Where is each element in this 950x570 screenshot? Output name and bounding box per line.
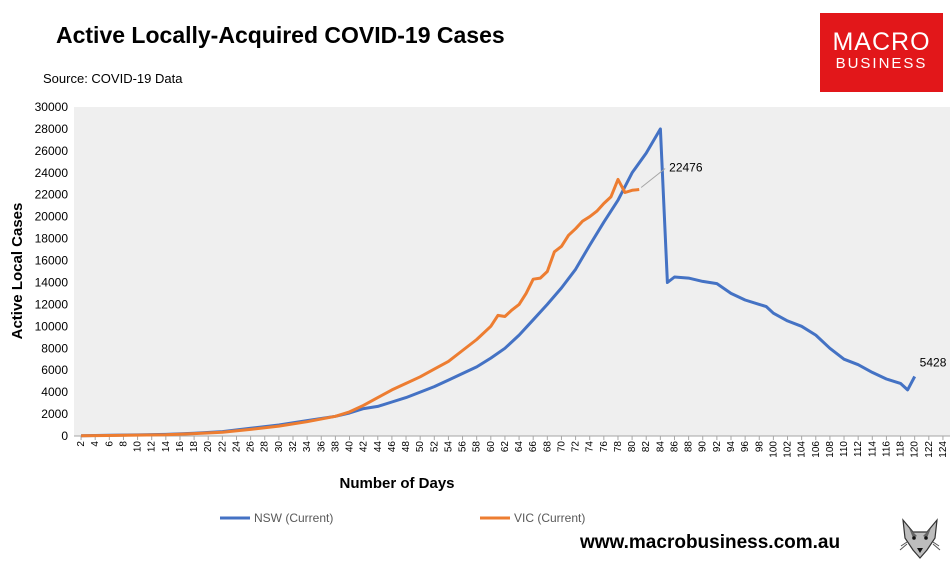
x-tick-label: 56	[458, 441, 469, 453]
y-tick-label: 8000	[41, 341, 68, 355]
y-tick-label: 30000	[35, 100, 69, 114]
series-line-vic	[81, 177, 640, 438]
x-tick-label: 68	[542, 441, 553, 453]
x-tick-label: 82	[641, 441, 652, 453]
x-tick-label: 22	[217, 441, 228, 453]
y-tick-label: 4000	[41, 385, 68, 399]
legend-label-vic: VIC (Current)	[514, 511, 585, 525]
x-tick-label: 94	[726, 441, 737, 453]
x-tick-label: 4	[90, 441, 101, 447]
logo-line2: BUSINESS	[835, 55, 928, 72]
chart-title: Active Locally-Acquired COVID-19 Cases	[56, 22, 505, 48]
y-tick-label: 20000	[35, 210, 69, 224]
x-tick-label: 90	[698, 441, 709, 453]
x-tick-label: 78	[613, 441, 624, 453]
x-tick-label: 112	[853, 441, 864, 457]
logo-line1: MACRO	[832, 28, 931, 56]
y-tick-label: 24000	[35, 166, 69, 180]
x-tick-label: 66	[528, 441, 539, 453]
x-tick-label: 26	[246, 441, 257, 453]
x-tick-label: 42	[359, 441, 370, 453]
website-url[interactable]: www.macrobusiness.com.au	[580, 532, 841, 553]
vic-end-label: 22476	[669, 161, 703, 175]
x-tick-label: 12	[147, 441, 158, 453]
x-tick-label: 84	[655, 441, 666, 453]
nsw-end-label: 5428	[920, 355, 947, 369]
y-tick-label: 14000	[35, 275, 69, 289]
x-tick-label: 102	[783, 441, 794, 458]
x-tick-label: 16	[175, 441, 186, 453]
y-tick-label: 18000	[35, 232, 69, 246]
y-tick-label: 6000	[41, 363, 68, 377]
x-tick-label: 80	[627, 441, 638, 453]
vic-label-leader	[640, 168, 666, 188]
x-tick-label: 30	[274, 441, 285, 453]
x-tick-label: 60	[486, 441, 497, 453]
x-tick-label: 108	[825, 441, 836, 458]
x-tick-label: 58	[472, 441, 483, 453]
x-tick-label: 76	[599, 441, 610, 453]
x-tick-label: 70	[556, 441, 567, 453]
x-tick-label: 6	[104, 441, 115, 447]
x-tick-label: 110	[839, 441, 850, 457]
x-tick-label: 18	[189, 441, 200, 453]
x-tick-label: 34	[302, 441, 313, 453]
y-tick-label: 16000	[35, 254, 69, 268]
x-tick-label: 88	[684, 441, 695, 453]
x-tick-label: 48	[401, 441, 412, 453]
x-tick-label: 24	[231, 441, 242, 453]
y-axis-label: Active Local Cases	[9, 203, 26, 340]
x-tick-label: 20	[203, 441, 214, 453]
x-tick-label: 64	[514, 441, 525, 453]
x-tick-label: 36	[316, 441, 327, 453]
x-tick-label: 124	[938, 441, 949, 458]
x-tick-label: 50	[415, 441, 426, 453]
y-tick-label: 0	[61, 429, 68, 443]
plot-area	[74, 107, 950, 436]
x-tick-label: 96	[740, 441, 751, 453]
x-tick-label: 74	[585, 441, 596, 453]
x-tick-label: 44	[373, 441, 384, 453]
x-tick-label: 72	[571, 441, 582, 453]
x-tick-label: 28	[260, 441, 271, 453]
x-tick-label: 38	[330, 441, 341, 453]
x-tick-label: 46	[387, 441, 398, 453]
y-tick-label: 2000	[41, 407, 68, 421]
fox-mascot-icon	[897, 516, 943, 562]
x-tick-label: 100	[768, 441, 779, 458]
x-tick-label: 40	[345, 441, 356, 453]
macrobusiness-logo: MACRO BUSINESS	[820, 13, 943, 92]
x-tick-label: 14	[161, 441, 172, 453]
x-tick-label: 86	[669, 441, 680, 453]
x-tick-label: 54	[443, 441, 454, 453]
x-tick-label: 52	[429, 441, 440, 453]
y-tick-label: 22000	[35, 188, 69, 202]
x-tick-label: 62	[500, 441, 511, 453]
x-tick-label: 104	[797, 441, 808, 458]
x-tick-label: 116	[881, 441, 892, 457]
y-tick-label: 10000	[35, 319, 69, 333]
x-tick-label: 10	[133, 441, 144, 453]
x-tick-label: 2	[76, 441, 87, 447]
x-tick-label: 122	[924, 441, 935, 458]
y-tick-label: 12000	[35, 297, 69, 311]
x-tick-label: 98	[754, 441, 765, 453]
y-tick-label: 26000	[35, 144, 69, 158]
x-tick-label: 114	[867, 441, 878, 457]
legend-label-nsw: NSW (Current)	[254, 511, 333, 525]
x-tick-label: 8	[118, 441, 129, 447]
x-tick-label: 92	[712, 441, 723, 453]
x-tick-label: 32	[288, 441, 299, 453]
x-tick-label: 106	[811, 441, 822, 458]
x-tick-label: 118	[896, 441, 907, 457]
x-tick-label: 120	[910, 441, 921, 458]
x-axis-label: Number of Days	[339, 475, 454, 492]
source-note: Source: COVID-19 Data	[43, 71, 183, 86]
y-tick-label: 28000	[35, 122, 69, 136]
